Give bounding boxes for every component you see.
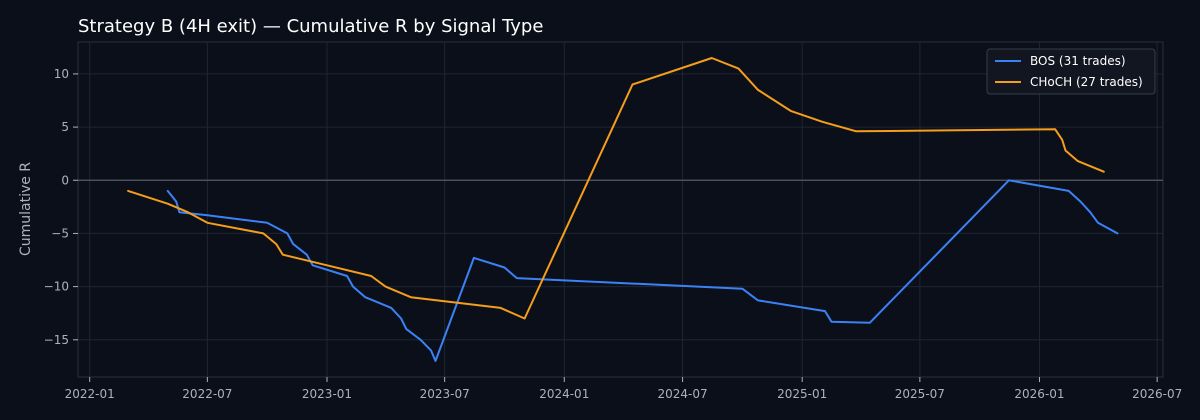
x-tick-label: 2025-07 bbox=[895, 387, 945, 401]
y-axis-label: Cumulative R bbox=[18, 162, 34, 256]
y-tick-label: −10 bbox=[44, 280, 69, 294]
x-tick-label: 2023-07 bbox=[420, 387, 470, 401]
y-tick-label: 10 bbox=[54, 67, 69, 81]
y-tick-label: −5 bbox=[51, 226, 69, 240]
x-tick-label: 2026-07 bbox=[1132, 387, 1182, 401]
legend-label: BOS (31 trades) bbox=[1030, 54, 1126, 68]
legend-box bbox=[986, 48, 1156, 95]
series-line-choch bbox=[127, 57, 1105, 320]
x-tick-label: 2024-01 bbox=[539, 387, 589, 401]
chart-title: Strategy B (4H exit) — Cumulative R by S… bbox=[78, 16, 543, 37]
x-tick-label: 2025-01 bbox=[777, 387, 827, 401]
x-tick-label: 2024-07 bbox=[658, 387, 708, 401]
x-tick-label: 2023-01 bbox=[302, 387, 352, 401]
series-line-bos bbox=[166, 179, 1119, 362]
x-tick-label: 2022-01 bbox=[65, 387, 115, 401]
plot-frame bbox=[77, 41, 1164, 378]
y-tick-label: −15 bbox=[44, 333, 69, 347]
legend-label: CHoCH (27 trades) bbox=[1030, 75, 1143, 89]
x-tick-label: 2022-07 bbox=[182, 387, 232, 401]
y-tick-label: 0 bbox=[61, 173, 69, 187]
series-lines bbox=[127, 57, 1119, 362]
axes: 2022-01 2022-07 2023-01 2023-07 2024-01 2024-… bbox=[44, 67, 1183, 401]
x-tick-label: 2026-01 bbox=[1014, 387, 1064, 401]
y-tick-label: 5 bbox=[61, 120, 69, 134]
legend: BOS (31 trades) CHoCH (27 trades) bbox=[986, 48, 1156, 95]
